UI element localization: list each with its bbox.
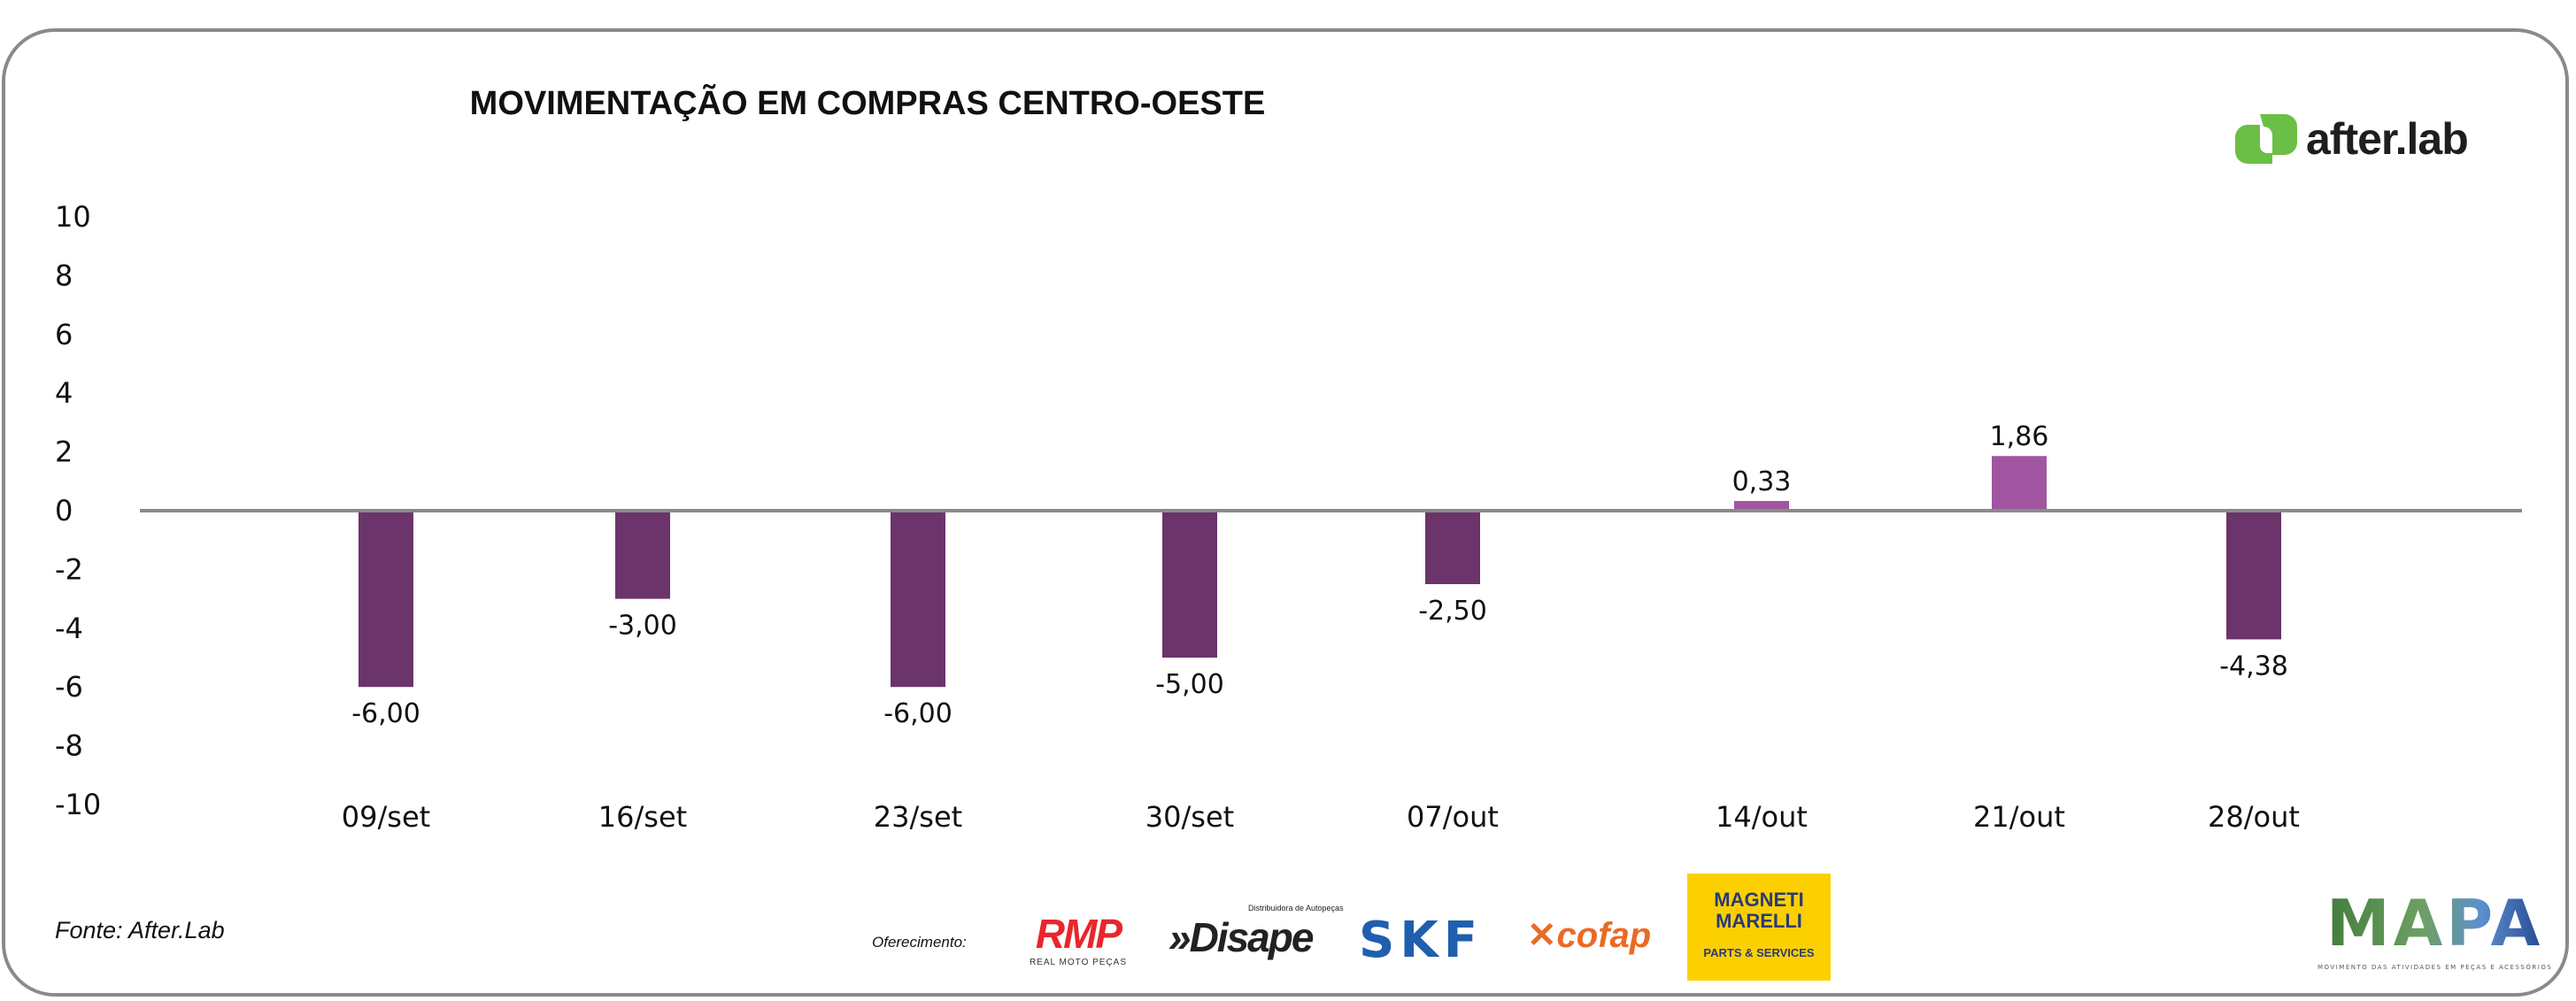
magneti-marelli-logo: MAGNETI MARELLI PARTS & SERVICES [1687,874,1831,981]
y-tick-label: -4 [55,612,83,645]
bar-28-out [2226,511,2281,640]
disape-logo-text: »Disape [1168,914,1314,960]
afterlab-logo-text: after.lab [2306,114,2469,164]
x-tick-label: 21/out [1973,800,2065,834]
x-tick-label: 28/out [2208,800,2300,834]
x-tick-label: 14/out [1716,800,1808,834]
disape-logo: Distribuidora de Autopeças »Disape [1168,903,1344,961]
bar-09-set [359,511,413,688]
x-tick-label: 30/set [1145,800,1234,834]
magneti-logo-text: MAGNETI MARELLI [1714,889,1804,932]
y-tick-label: 10 [55,200,91,234]
data-label: 1,86 [1990,421,2049,452]
cofap-logo: ✕cofap [1527,915,1651,956]
source-note: Fonte: After.Lab [55,917,225,943]
bar-16-set [615,511,670,599]
chart-title: MOVIMENTAÇÃO EM COMPRAS CENTRO-OESTE [469,85,1266,122]
y-tick-label: -2 [55,552,83,586]
afterlab-logo-icon [2235,114,2297,164]
mapa-logo-text: MAPA [2318,885,2552,961]
y-tick-label: 8 [55,258,73,292]
y-tick-label: 2 [55,435,73,469]
x-tick-label: 09/set [342,800,430,834]
x-tick-label: 07/out [1407,800,1499,834]
data-label: -2,50 [1418,596,1487,627]
y-tick-label: 0 [55,494,73,527]
data-label: -3,00 [608,611,677,642]
x-tick-label: 16/set [598,800,687,834]
mapa-logo: MAPA MOVIMENTO DAS ATIVIDADES EM PEÇAS E… [2318,885,2552,972]
y-tick-label: -6 [55,670,83,704]
disape-logo-subtext: Distribuidora de Autopeças [1248,904,1344,912]
sponsor-label: Oferecimento: [872,934,967,951]
magneti-logo-subtext: PARTS & SERVICES [1703,946,1815,959]
bar-30-set [1162,511,1217,658]
x-tick-label: 23/set [874,800,962,834]
data-label: -5,00 [1155,669,1224,700]
cofap-logo-text: cofap [1556,916,1652,955]
rmp-logo-text: RMP [1035,911,1122,957]
bar-21-out [1992,456,2047,511]
bar-14-out [1734,501,1789,511]
bar-07-out [1425,511,1480,584]
y-tick-label: -8 [55,729,83,763]
skf-logo: SKF [1359,912,1483,969]
bar-23-set [891,511,945,688]
data-label: -4,38 [2219,651,2288,681]
data-label: -6,00 [883,698,953,729]
y-tick-label: 4 [55,376,73,410]
data-label: 0,33 [1732,466,1792,497]
rmp-logo-subtext: REAL MOTO PEÇAS [1030,958,1128,967]
afterlab-logo: after.lab [2235,113,2469,165]
cofap-x-icon: ✕ [1527,916,1557,955]
mapa-logo-subtext: MOVIMENTO DAS ATIVIDADES EM PEÇAS E ACES… [2318,964,2553,971]
y-tick-label: 6 [55,318,73,351]
data-label: -6,00 [351,698,420,729]
rmp-logo: RMP REAL MOTO PEÇAS [1030,910,1127,967]
y-tick-label: -10 [55,788,101,821]
